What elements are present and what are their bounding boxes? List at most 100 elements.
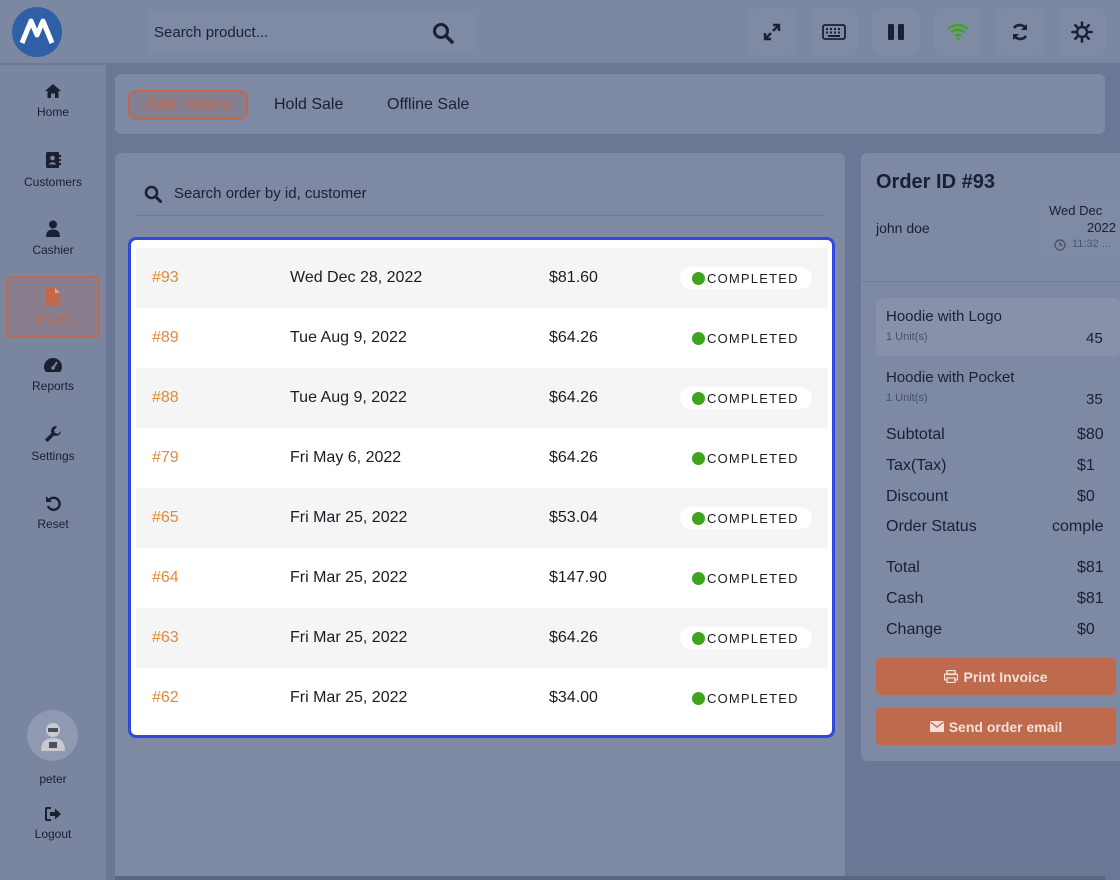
table-row[interactable]: #64 Fri Mar 25, 2022 $147.90 COMPLETED [136,548,828,608]
envelope-icon [929,721,944,732]
refresh-icon [1012,23,1028,41]
file-icon [46,288,60,306]
search-icon [144,185,162,203]
summary-label: Cash [886,590,924,607]
order-amount: $81.60 [549,269,598,286]
summary-label: Total [886,559,920,576]
clock-icon [1054,239,1066,251]
status-dot [692,391,705,405]
item-price: 35 [1086,391,1103,408]
order-id[interactable]: #62 [152,689,179,706]
sidebar-item-cashier[interactable]: Cashier [6,207,100,269]
keyboard-button[interactable] [810,9,858,55]
table-row[interactable]: #88 Tue Aug 9, 2022 $64.26 COMPLETED [136,368,828,428]
order-id[interactable]: #79 [152,449,179,466]
order-search [135,172,825,216]
summary-value: $81 [1077,559,1104,576]
sale-tabs: Sale History Hold Sale Offline Sale [115,74,1105,134]
search-icon[interactable] [432,22,454,44]
sidebar-item-home[interactable]: Home [6,70,100,132]
summary-label: Order Status [886,518,977,535]
status-dot [692,631,705,645]
sidebar-item-label: Settings [31,449,75,463]
user-avatar-icon [40,722,65,751]
sidebar-item-reports[interactable]: Reports [6,344,100,406]
avatar[interactable] [27,710,78,761]
tab-hold-sale[interactable]: Hold Sale [274,96,344,113]
order-date: Wed Dec 28, 2022 [290,269,423,286]
order-id[interactable]: #65 [152,509,179,526]
summary-value: $0 [1077,488,1095,505]
theme-button[interactable] [1058,9,1106,55]
table-row[interactable]: #93 Wed Dec 28, 2022 $81.60 COMPLETED [136,248,828,308]
sidebar-item-label: Orders [34,312,72,326]
table-row[interactable]: #79 Fri May 6, 2022 $64.26 COMPLETED [136,428,828,488]
order-amount: $64.26 [549,449,598,466]
logout-button[interactable]: Logout [6,799,100,849]
table-row[interactable]: #62 Fri Mar 25, 2022 $34.00 COMPLETED [136,668,828,728]
summary-value: $0 [1077,621,1095,638]
order-amount: $64.26 [549,389,598,406]
table-row[interactable]: #63 Fri Mar 25, 2022 $64.26 COMPLETED [136,608,828,668]
sidebar-item-reset[interactable]: Reset [6,482,100,544]
fullscreen-button[interactable] [748,9,796,55]
tab-offline-sale[interactable]: Offline Sale [387,96,470,113]
product-search-input[interactable] [146,23,416,41]
order-id[interactable]: #88 [152,389,179,406]
summary-label: Change [886,621,943,638]
logo-icon [19,18,55,44]
status-dot [692,511,705,525]
print-invoice-button[interactable]: Print Invoice [876,658,1116,695]
status-text: COMPLETED [707,270,799,286]
status-dot [692,691,705,705]
status-badge: COMPLETED [680,627,812,649]
sidebar-item-settings[interactable]: Settings [6,413,100,475]
order-amount: $34.00 [549,689,598,706]
send-order-email-button[interactable]: Send order email [876,708,1116,745]
status-text: COMPLETED [707,630,799,646]
order-date: Fri Mar 25, 2022 [290,689,408,706]
sidebar-item-customers[interactable]: Customers [6,139,100,201]
tab-sale-history[interactable]: Sale History [128,90,248,120]
order-date-box: Wed Dec 2022 11:32 ... [1039,198,1120,256]
table-row[interactable]: #89 Tue Aug 9, 2022 $64.26 COMPLETED [136,308,828,368]
status-badge: COMPLETED [680,507,812,529]
order-time: 11:32 ... [1072,238,1111,250]
status-badge: COMPLETED [680,267,812,289]
address-book-icon [46,152,61,168]
home-icon [45,84,61,98]
status-badge: COMPLETED [680,687,812,709]
summary-label: Tax(Tax) [886,457,947,474]
status-text: COMPLETED [707,510,799,526]
order-date: Fri Mar 25, 2022 [290,569,408,586]
sidebar-item-label: Reports [31,379,75,393]
order-search-input[interactable] [174,185,774,202]
table-row[interactable]: #65 Fri Mar 25, 2022 $53.04 COMPLETED [136,488,828,548]
item-qty: 1 Unit(s) [886,392,928,404]
refresh-button[interactable] [996,9,1044,55]
divider [861,281,1120,282]
status-badge: COMPLETED [680,447,812,469]
order-detail-title: Order ID #93 [876,171,995,193]
order-id[interactable]: #64 [152,569,179,586]
pause-button[interactable] [872,9,920,55]
logout-icon [44,807,61,821]
order-date-line1: Wed Dec [1049,203,1103,218]
status-text: COMPLETED [707,390,799,406]
user-icon [46,220,60,237]
order-amount: $64.26 [549,629,598,646]
sidebar-item-orders[interactable]: Orders [6,276,100,338]
order-id[interactable]: #93 [152,269,179,286]
undo-icon [46,496,61,511]
theme-icon [1071,21,1093,43]
app-logo[interactable] [12,7,62,57]
product-search [146,10,476,54]
order-date: Tue Aug 9, 2022 [290,389,407,406]
list-item[interactable]: Hoodie with Pocket 1 Unit(s) 35 [876,359,1120,417]
wifi-status-button[interactable] [934,9,982,55]
order-id[interactable]: #89 [152,329,179,346]
horizontal-scrollbar[interactable] [115,876,1105,880]
status-dot [692,271,705,285]
list-item[interactable]: Hoodie with Logo 1 Unit(s) 45 [876,298,1120,356]
order-id[interactable]: #63 [152,629,179,646]
